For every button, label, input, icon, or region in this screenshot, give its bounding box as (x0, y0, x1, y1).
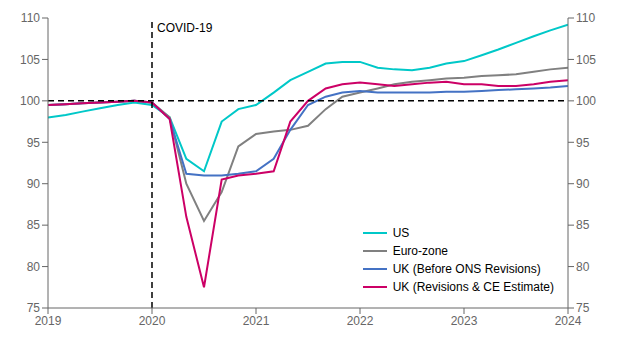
html-text:UK (Revisions & CE Estimate): UK (Revisions & CE Estimate) (392, 280, 554, 294)
svg-text:75: 75 (576, 301, 590, 315)
svg-text:110: 110 (576, 11, 595, 25)
svg-text:110: 110 (21, 11, 40, 25)
svg-text:105: 105 (576, 53, 596, 67)
html-text:UK (Before ONS Revisions): UK (Before ONS Revisions) (392, 262, 541, 276)
svg-text:85: 85 (27, 218, 41, 232)
svg-text:2023: 2023 (451, 314, 478, 328)
svg-text:95: 95 (27, 136, 41, 150)
svg-text:2019: 2019 (35, 314, 62, 328)
svg-text:2022: 2022 (347, 314, 374, 328)
svg-text:100: 100 (576, 94, 596, 108)
svg-text:75: 75 (27, 301, 41, 315)
svg-text:85: 85 (576, 218, 590, 232)
html-text:US: US (392, 226, 410, 240)
svg-text:80: 80 (27, 260, 41, 274)
svg-text:COVID-19: COVID-19 (157, 21, 213, 35)
svg-text:2021: 2021 (243, 314, 270, 328)
svg-text:100: 100 (20, 94, 40, 108)
svg-text:105: 105 (20, 53, 40, 67)
svg-text:90: 90 (576, 177, 590, 191)
svg-text:90: 90 (27, 177, 41, 191)
html-text:Euro-zone: Euro-zone (392, 244, 448, 258)
svg-text:2020: 2020 (139, 314, 166, 328)
svg-text:2024: 2024 (555, 314, 582, 328)
svg-text:95: 95 (576, 136, 590, 150)
svg-text:80: 80 (576, 260, 590, 274)
